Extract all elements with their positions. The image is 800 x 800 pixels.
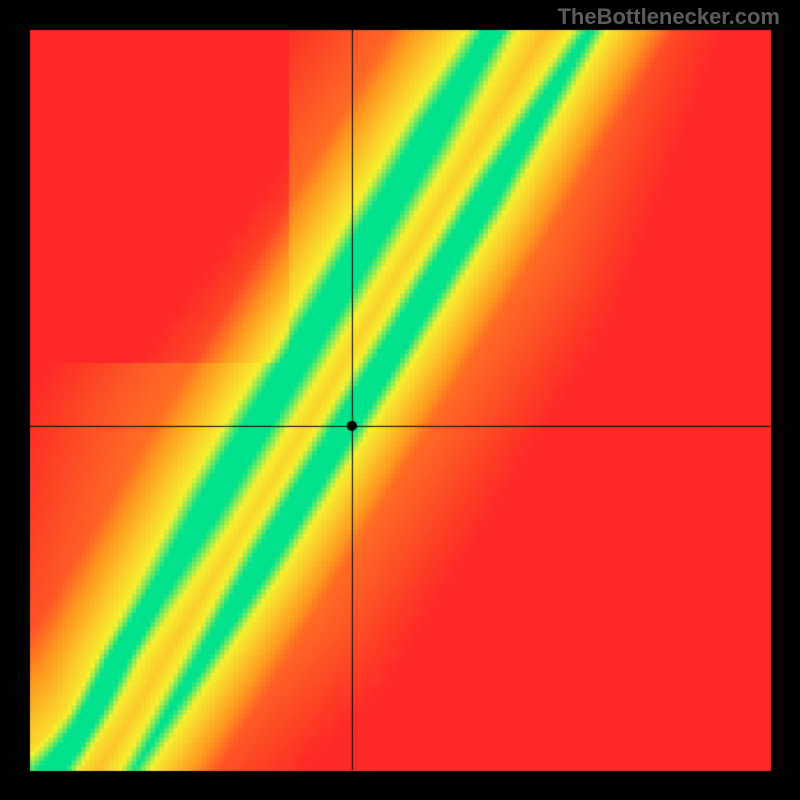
heatmap-canvas bbox=[0, 0, 800, 800]
chart-container: TheBottlenecker.com bbox=[0, 0, 800, 800]
watermark-text: TheBottlenecker.com bbox=[557, 4, 780, 30]
